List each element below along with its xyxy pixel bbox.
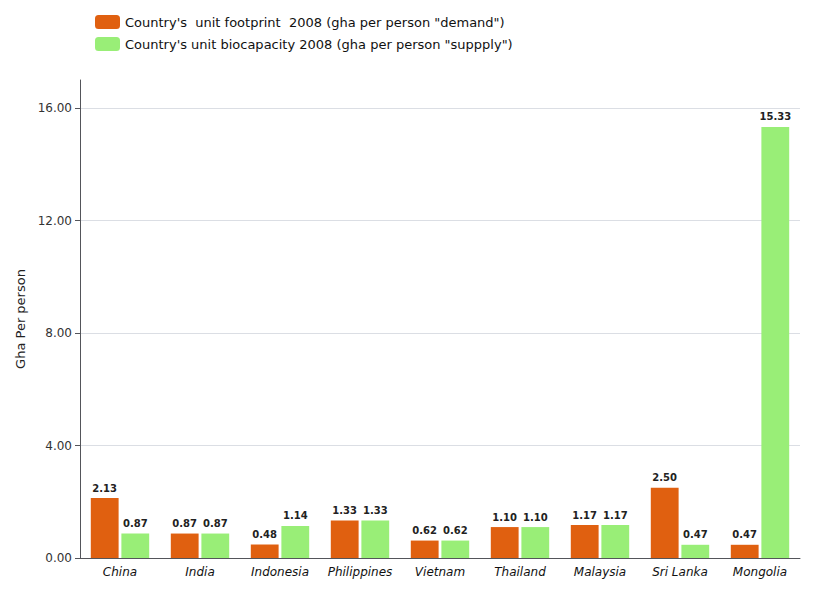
svg-text:0.87: 0.87 (203, 518, 228, 529)
svg-text:Country's unit biocapacity 200: Country's unit biocapacity 2008 (gha per… (125, 37, 513, 52)
svg-text:1.33: 1.33 (332, 505, 357, 516)
svg-text:16.00: 16.00 (38, 101, 72, 115)
svg-text:15.33: 15.33 (759, 111, 791, 122)
svg-text:0.47: 0.47 (732, 529, 757, 540)
svg-text:1.14: 1.14 (283, 510, 308, 521)
svg-text:Malaysia: Malaysia (574, 565, 626, 579)
svg-text:8.00: 8.00 (45, 326, 72, 340)
svg-text:1.10: 1.10 (492, 512, 517, 523)
svg-text:0.62: 0.62 (443, 525, 468, 536)
svg-text:India: India (185, 565, 214, 579)
svg-text:1.17: 1.17 (603, 510, 628, 521)
svg-text:Mongolia: Mongolia (733, 565, 787, 579)
svg-text:0.87: 0.87 (123, 518, 148, 529)
svg-text:1.17: 1.17 (572, 510, 597, 521)
svg-text:Thailand: Thailand (494, 565, 546, 579)
svg-text:2.50: 2.50 (652, 472, 677, 483)
svg-text:Country's unit footprint 200: Country's unit footprint 2008 (gha per p… (125, 15, 505, 30)
svg-text:Indonesia: Indonesia (251, 565, 309, 579)
svg-text:Gha Per person: Gha Per person (13, 269, 28, 369)
svg-text:0.00: 0.00 (45, 551, 72, 565)
svg-text:0.62: 0.62 (412, 525, 437, 536)
svg-text:0.48: 0.48 (252, 529, 277, 540)
svg-text:0.87: 0.87 (172, 518, 197, 529)
svg-text:4.00: 4.00 (45, 439, 72, 453)
svg-text:Sri Lanka: Sri Lanka (652, 565, 708, 579)
svg-text:China: China (103, 565, 137, 579)
svg-text:Vietnam: Vietnam (415, 565, 465, 579)
svg-text:0.47: 0.47 (683, 529, 708, 540)
svg-text:2.13: 2.13 (92, 483, 117, 494)
svg-text:1.33: 1.33 (363, 505, 388, 516)
svg-text:Philippines: Philippines (328, 565, 393, 579)
svg-text:1.10: 1.10 (523, 512, 548, 523)
svg-text:12.00: 12.00 (38, 214, 72, 228)
